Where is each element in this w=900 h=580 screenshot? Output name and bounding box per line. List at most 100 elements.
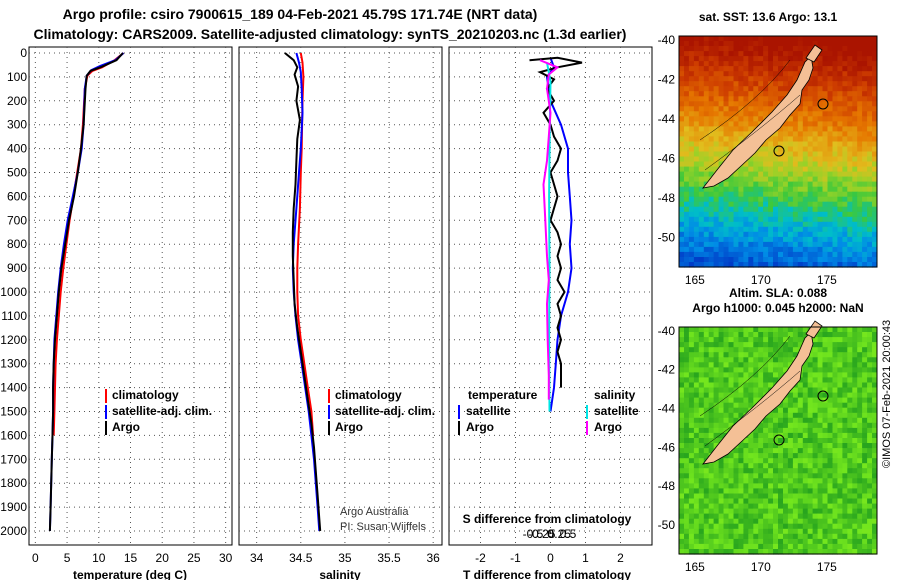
heatmap-cell <box>738 66 744 72</box>
heatmap-cell <box>862 478 868 484</box>
heatmap-cell <box>753 372 759 378</box>
heatmap-cell <box>862 257 868 263</box>
heatmap-cell <box>688 131 695 137</box>
heatmap-cell <box>693 236 700 243</box>
heatmap-cell <box>787 206 794 213</box>
heatmap-cell <box>807 226 814 233</box>
heatmap-cell <box>723 508 729 515</box>
heatmap-cell <box>679 226 685 233</box>
heatmap-cell <box>693 126 700 132</box>
heatmap-cell <box>778 448 784 454</box>
heatmap-cell <box>822 146 828 153</box>
heatmap-cell <box>758 206 764 213</box>
heatmap-cell <box>684 101 690 107</box>
t-difference-xlabel: T difference from climatology <box>463 568 631 580</box>
heatmap-cell <box>842 86 848 92</box>
heatmap-cell <box>817 111 824 117</box>
heatmap-cell <box>679 402 685 409</box>
heatmap-cell <box>763 438 769 444</box>
heatmap-cell <box>867 347 873 353</box>
heatmap-cell <box>684 262 690 268</box>
heatmap-cell <box>758 498 764 505</box>
heatmap-cell <box>792 463 799 469</box>
heatmap-cell <box>693 337 700 343</box>
heatmap-cell <box>703 56 710 62</box>
heatmap-cell <box>773 412 779 419</box>
heatmap-cell <box>763 156 769 163</box>
heatmap-cell <box>773 171 779 178</box>
heatmap-cell <box>778 211 784 218</box>
heatmap-cell <box>708 397 715 404</box>
heatmap-cell <box>733 257 739 263</box>
heatmap-cell <box>847 41 853 47</box>
heatmap-cell <box>852 362 858 368</box>
heatmap-cell <box>872 146 878 153</box>
heatmap-cell <box>802 86 809 92</box>
heatmap-cell <box>852 523 858 530</box>
heatmap-cell <box>872 422 878 429</box>
heatmap-cell <box>708 543 715 550</box>
heatmap-cell <box>728 96 734 102</box>
heatmap-cell <box>822 131 828 137</box>
heatmap-cell <box>822 342 828 348</box>
heatmap-cell <box>693 533 700 540</box>
heatmap-cell <box>867 131 873 137</box>
heatmap-cell <box>733 191 739 198</box>
heatmap-cell <box>792 171 799 178</box>
heatmap-cell <box>847 171 853 178</box>
heatmap-cell <box>698 121 705 127</box>
heatmap-cell <box>807 141 814 148</box>
heatmap-cell <box>837 76 843 82</box>
heatmap-cell <box>768 101 774 107</box>
lon-tick-label: 165 <box>685 273 705 287</box>
heatmap-cell <box>758 392 764 399</box>
legend-label-climatology: climatology <box>112 388 179 402</box>
heatmap-cell <box>783 156 789 163</box>
heatmap-cell <box>773 458 779 464</box>
heatmap-cell <box>862 337 868 343</box>
heatmap-cell <box>807 518 814 525</box>
heatmap-cell <box>753 166 759 173</box>
heatmap-cell <box>817 141 824 148</box>
heatmap-cell <box>703 327 710 333</box>
heatmap-cell <box>847 478 853 484</box>
heatmap-cell <box>812 402 819 409</box>
heatmap-cell <box>797 111 804 117</box>
heatmap-cell <box>753 181 759 188</box>
heatmap-cell <box>763 216 769 223</box>
heatmap-cell <box>753 478 759 484</box>
heatmap-cell <box>847 96 853 102</box>
heatmap-cell <box>812 549 819 555</box>
heatmap-cell <box>787 427 794 434</box>
heatmap-cell <box>738 498 744 505</box>
heatmap-cell <box>802 407 809 414</box>
heatmap-cell <box>847 468 853 474</box>
heatmap-cell <box>827 362 833 368</box>
lat-tick-label: -44 <box>658 401 676 415</box>
heatmap-cell <box>684 111 690 117</box>
heatmap-cell <box>847 372 853 378</box>
heatmap-cell <box>768 176 774 183</box>
heatmap-cell <box>778 71 784 77</box>
heatmap-cell <box>787 36 794 42</box>
heatmap-cell <box>728 493 734 500</box>
heatmap-cell <box>768 528 774 535</box>
heatmap-cell <box>842 226 848 233</box>
heatmap-cell <box>688 181 695 188</box>
heatmap-cell <box>842 372 848 378</box>
heatmap-cell <box>847 36 853 42</box>
heatmap-cell <box>738 186 744 193</box>
heatmap-cell <box>758 201 764 208</box>
heatmap-cell <box>867 136 873 142</box>
heatmap-cell <box>807 201 814 208</box>
heatmap-cell <box>718 111 725 117</box>
heatmap-cell <box>827 523 833 530</box>
heatmap-cell <box>763 352 769 358</box>
heatmap-cell <box>817 216 824 223</box>
heatmap-cell <box>738 166 744 173</box>
heatmap-cell <box>758 342 764 348</box>
heatmap-cell <box>802 508 809 515</box>
heatmap-cell <box>708 186 715 193</box>
heatmap-cell <box>807 367 814 373</box>
heatmap-cell <box>812 156 819 163</box>
